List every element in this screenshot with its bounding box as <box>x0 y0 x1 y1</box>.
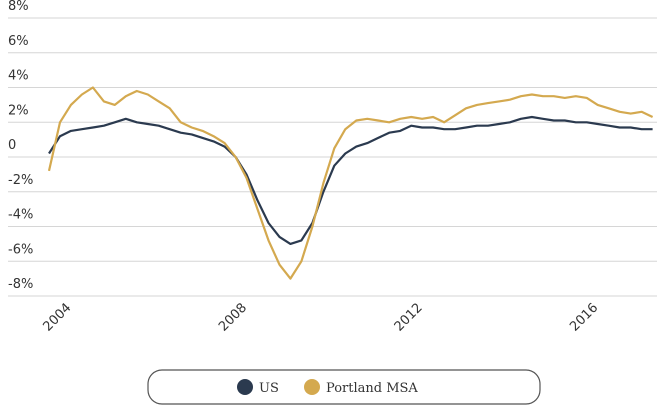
y-tick-label: 0 <box>8 138 16 153</box>
y-tick-label: -2% <box>8 173 33 188</box>
series-line <box>47 86 654 280</box>
y-tick-label: -8% <box>8 277 33 292</box>
y-tick-label: -6% <box>8 242 33 257</box>
x-tick-label: 2016 <box>567 301 601 335</box>
legend-label: Portland MSA <box>326 381 418 396</box>
x-tick-label: 2004 <box>40 301 74 335</box>
legend-box <box>147 369 541 405</box>
y-tick-label: 4% <box>8 69 29 84</box>
y-tick-label: 2% <box>8 103 29 118</box>
y-tick-label: -4% <box>8 208 33 223</box>
legend-label: US <box>259 381 279 396</box>
series-line <box>48 115 653 245</box>
y-tick-label: 6% <box>8 34 29 49</box>
legend-swatch <box>304 379 320 395</box>
y-tick-label: 8% <box>8 0 29 14</box>
legend-swatch <box>237 379 253 395</box>
x-tick-label: 2012 <box>392 301 426 335</box>
x-tick-label: 2008 <box>216 301 250 335</box>
